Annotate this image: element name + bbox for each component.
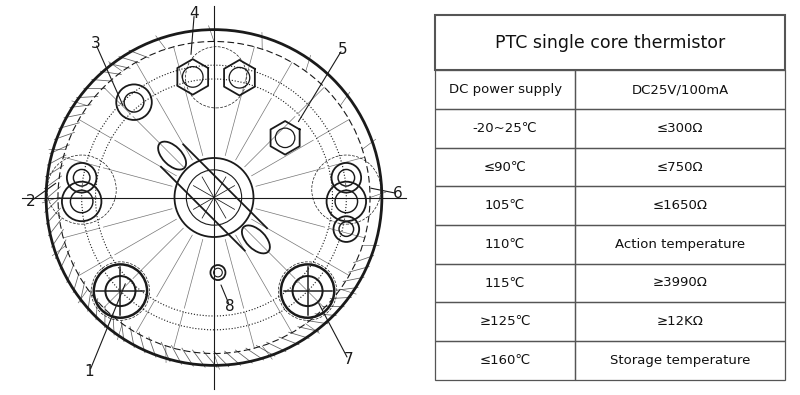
Text: ≤750Ω: ≤750Ω [657,160,703,173]
Text: Action temperature: Action temperature [615,238,745,251]
Text: 4: 4 [190,6,199,21]
Bar [575,263,785,302]
Bar [575,341,785,380]
Text: ≥3990Ω: ≥3990Ω [653,276,707,290]
Text: ≥125℃: ≥125℃ [479,315,531,328]
Text: PTC single core thermistor: PTC single core thermistor [495,34,725,52]
Bar [435,109,575,148]
Text: ≥12KΩ: ≥12KΩ [657,315,703,328]
Text: 3: 3 [90,36,100,51]
Text: 1: 1 [85,364,94,379]
Text: ≤1650Ω: ≤1650Ω [652,199,707,212]
Text: -20~25℃: -20~25℃ [473,122,538,135]
Bar [575,70,785,109]
Bar [435,70,575,109]
Text: 8: 8 [225,299,234,314]
Text: 5: 5 [338,42,347,57]
Bar [435,225,575,263]
Text: ≤160℃: ≤160℃ [479,354,530,367]
Text: 115℃: 115℃ [485,276,526,290]
Bar [435,263,575,302]
Bar [435,148,575,186]
Text: DC25V/100mA: DC25V/100mA [631,83,729,96]
Bar [435,341,575,380]
Text: ≤300Ω: ≤300Ω [657,122,703,135]
Text: Storage temperature: Storage temperature [610,354,750,367]
Bar [575,225,785,263]
Bar [575,186,785,225]
Bar [435,15,785,70]
Text: ≤90℃: ≤90℃ [484,160,526,173]
Text: 6: 6 [393,186,402,201]
Bar [575,148,785,186]
Bar [435,302,575,341]
Text: 2: 2 [26,194,35,209]
Text: DC power supply: DC power supply [449,83,562,96]
Text: 105℃: 105℃ [485,199,526,212]
Bar [435,186,575,225]
Bar [575,302,785,341]
Text: 110℃: 110℃ [485,238,526,251]
Text: 7: 7 [343,352,353,367]
Bar [575,109,785,148]
